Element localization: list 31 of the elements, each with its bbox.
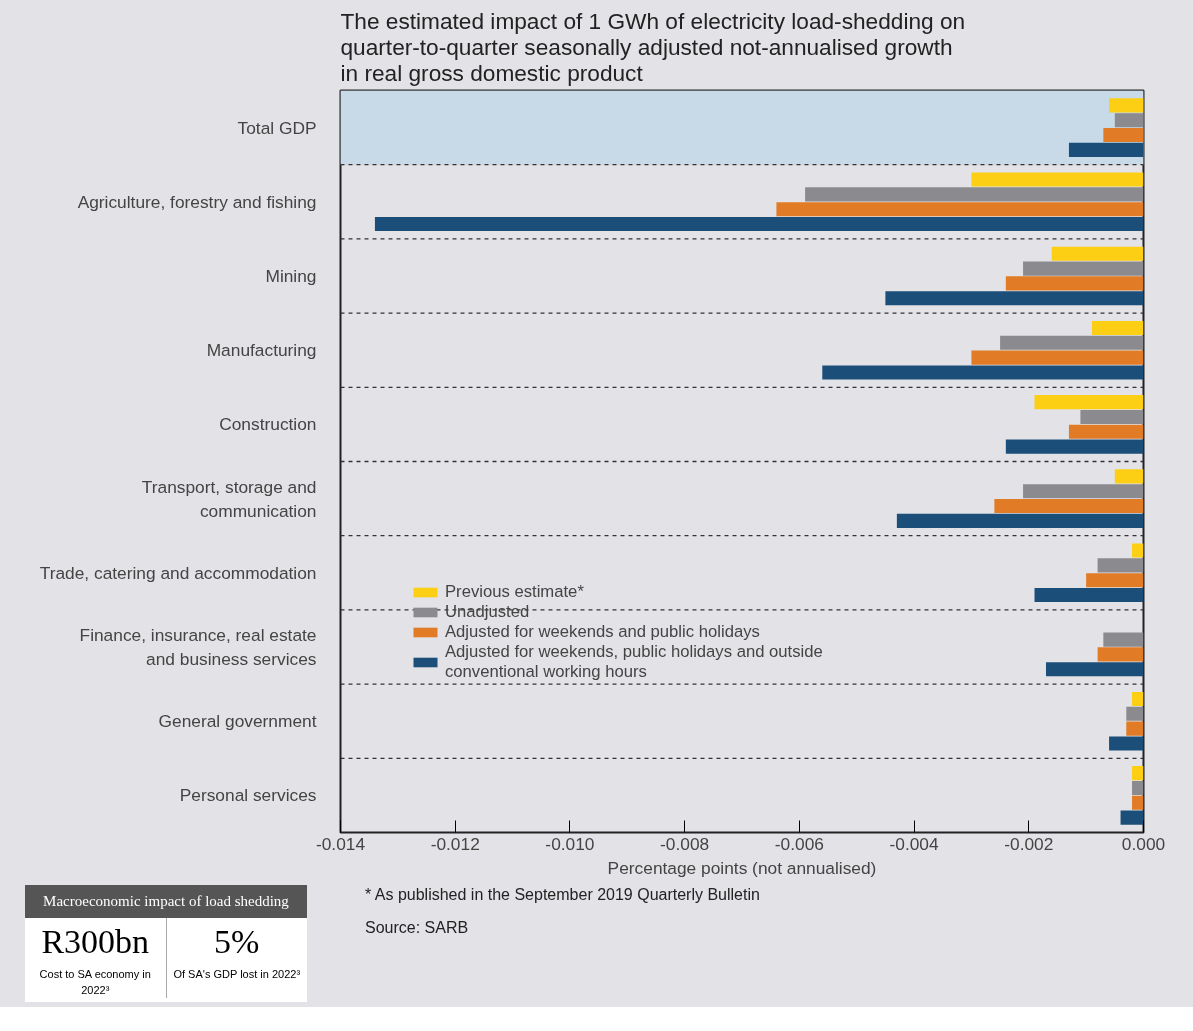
x-tick-label: -0.002 bbox=[1004, 833, 1054, 854]
legend-label: Unadjusted bbox=[445, 602, 530, 622]
y-tick-label: General government bbox=[158, 711, 317, 732]
legend-label: Adjusted for weekends and public holidays bbox=[445, 622, 760, 642]
y-tick-label: Trade, catering and accommodation bbox=[39, 562, 317, 583]
text: * As published in the September 2019 Quarterly Bulletin bbox=[365, 885, 760, 905]
x-tick-label: -0.008 bbox=[660, 833, 710, 854]
text: Macroeconomic impact of load shedding bbox=[25, 885, 307, 919]
text: R300bn bbox=[40, 922, 151, 963]
x-tick-label: -0.006 bbox=[774, 833, 824, 854]
x-tick-label: -0.004 bbox=[889, 833, 939, 854]
y-tick-label: Finance, insurance, real estate and business services bbox=[79, 625, 317, 669]
y-tick-label: Transport, storage and communication bbox=[141, 476, 317, 521]
y-tick-label: Total GDP bbox=[237, 117, 317, 138]
y-tick-label: Construction bbox=[219, 414, 317, 435]
y-tick-label: Personal services bbox=[179, 785, 317, 806]
x-tick-label: -0.012 bbox=[430, 833, 480, 854]
text: Cost to SA economy in 2022³ bbox=[38, 967, 152, 998]
x-tick-label: -0.010 bbox=[545, 833, 595, 854]
x-tick-label: 0.000 bbox=[1121, 833, 1166, 854]
legend-label: Previous estimate* bbox=[445, 582, 584, 602]
x-axis-title: Percentage points (not annualised) bbox=[607, 857, 877, 878]
legend-label: Adjusted for weekends, public holidays and outside conventional working hours bbox=[445, 642, 823, 682]
source-note: Source: SARB bbox=[365, 917, 470, 938]
text: Of SA's GDP lost in 2022³ bbox=[172, 967, 302, 982]
y-tick-label: Mining bbox=[265, 266, 317, 286]
y-tick-label: Manufacturing bbox=[206, 340, 317, 361]
y-tick-label: Agriculture, forestry and fishing bbox=[77, 191, 317, 212]
text: 5% bbox=[213, 922, 261, 963]
chart-title: The estimated impact of 1 GWh of electricity load-shedding on quarter-to-quarter seasonally adjusted not-annualised growth in real gross domestic product bbox=[340, 7, 966, 86]
x-tick-label: -0.014 bbox=[315, 833, 366, 854]
